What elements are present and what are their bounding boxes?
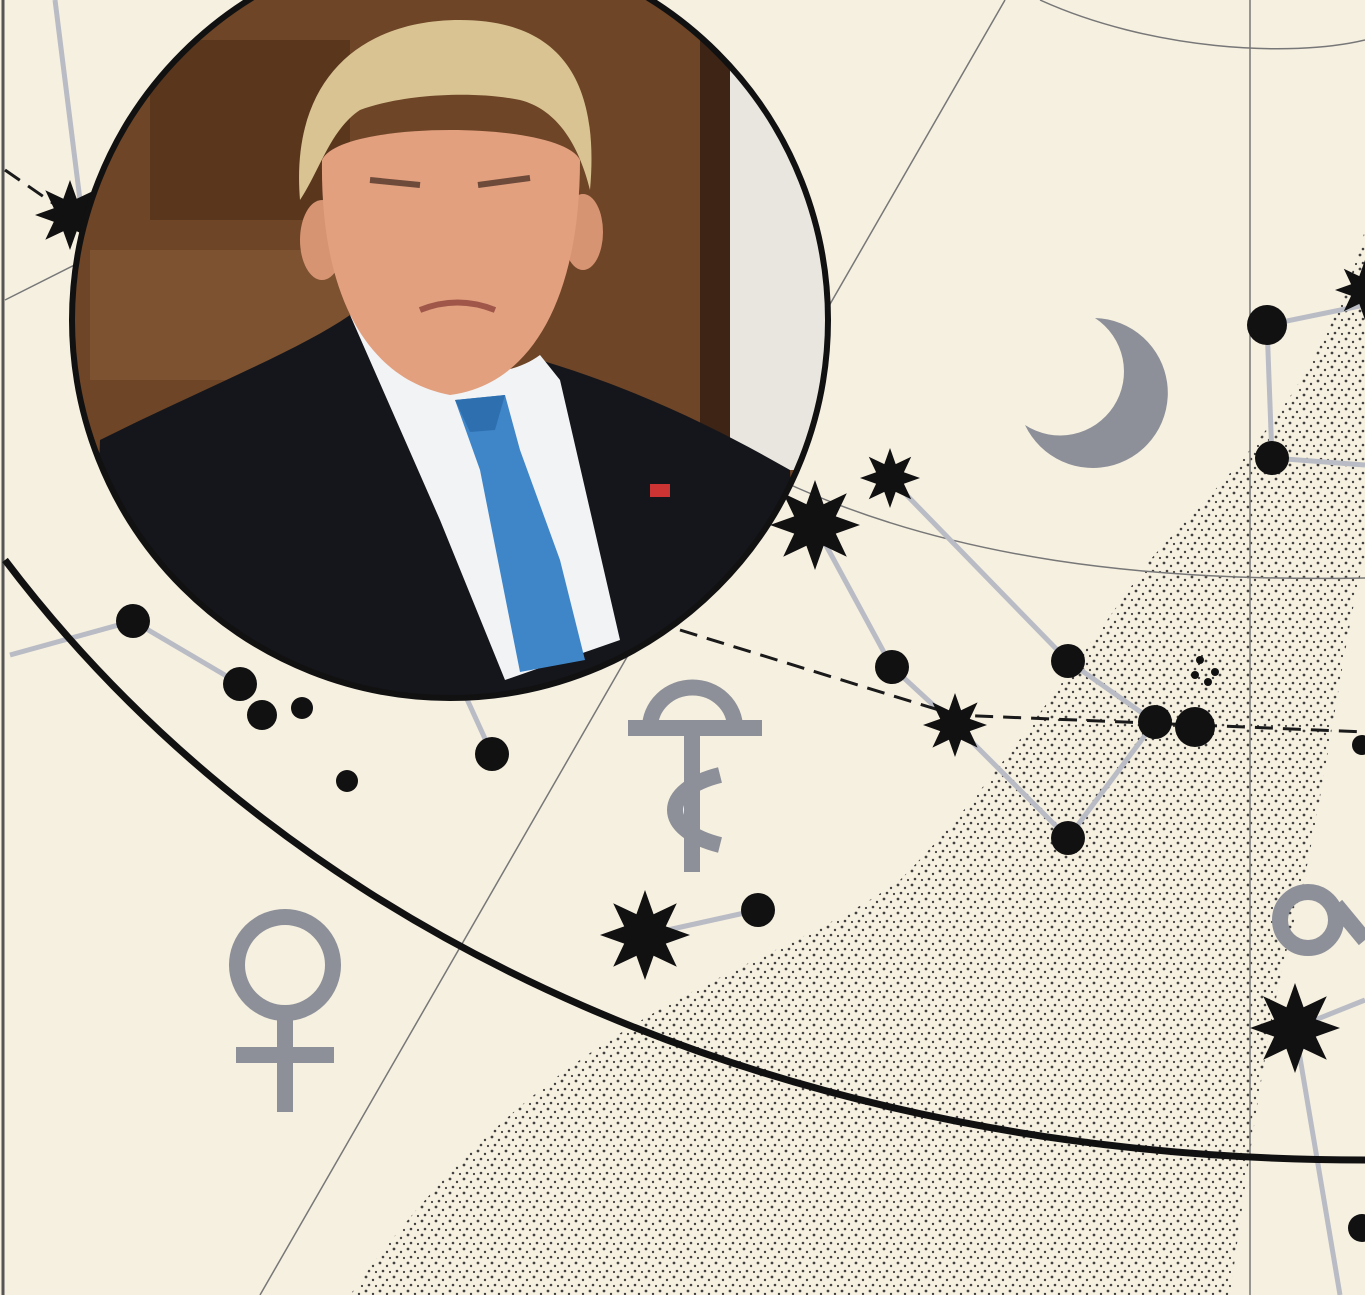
star: [1250, 983, 1340, 1073]
star-dot: [223, 667, 257, 701]
star: [923, 693, 987, 757]
star-dot: [291, 697, 313, 719]
cluster-dot: [1211, 668, 1219, 676]
star-dot: [1247, 305, 1287, 345]
portrait-photo: [650, 484, 670, 497]
cluster-dot: [1196, 656, 1204, 664]
star-dot: [1051, 644, 1085, 678]
star-dot: [1175, 707, 1215, 747]
star-dot: [116, 604, 150, 638]
star-dot: [741, 893, 775, 927]
star-dot: [247, 700, 277, 730]
star-dot: [475, 737, 509, 771]
star: [860, 448, 920, 508]
star-dot: [336, 770, 358, 792]
portrait-photo: [700, 40, 730, 470]
star-dot: [1051, 821, 1085, 855]
star: [600, 890, 690, 980]
cluster-dot: [1191, 671, 1199, 679]
page: (() => { const svg = document.getElement…: [0, 0, 1365, 1295]
star-dot: [875, 650, 909, 684]
star-chart-illustration: [0, 0, 1365, 1295]
star-dot: [1138, 705, 1172, 739]
cluster-dot: [1204, 678, 1212, 686]
star-dot: [1255, 441, 1289, 475]
